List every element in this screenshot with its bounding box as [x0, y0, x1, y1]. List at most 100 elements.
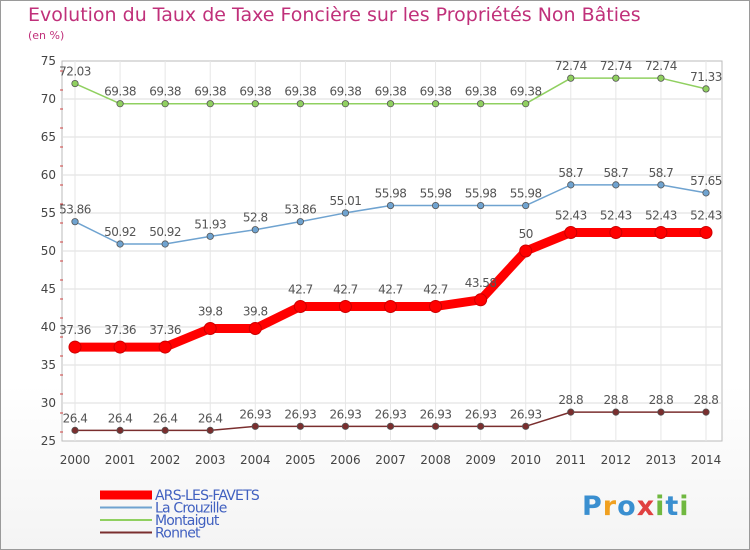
data-point [341, 422, 350, 430]
data-label: 28.8 [558, 393, 583, 407]
data-label: 58.7 [649, 166, 674, 180]
data-point [116, 100, 124, 108]
y-tick-label: 40 [41, 320, 56, 334]
y-tick-label: 50 [41, 244, 56, 258]
data-label: 28.8 [694, 393, 719, 407]
data-label: 26.93 [284, 407, 316, 421]
data-point [251, 100, 259, 108]
data-label: 72.74 [645, 59, 677, 73]
data-point [71, 79, 79, 88]
data-point [519, 244, 533, 258]
data-label: 57.65 [690, 174, 722, 188]
data-label: 55.98 [510, 187, 542, 201]
y-tick-label: 45 [41, 282, 56, 296]
data-label: 53.86 [59, 203, 91, 217]
data-point [702, 408, 710, 416]
x-tick-label: 2011 [556, 453, 587, 467]
data-label: 71.33 [690, 70, 722, 84]
data-label: 42.7 [333, 282, 358, 296]
data-point [429, 299, 443, 313]
data-label: 26.93 [465, 407, 497, 421]
x-tick-label: 2006 [330, 453, 361, 467]
x-tick-label: 2013 [646, 453, 677, 467]
data-point [206, 232, 214, 240]
data-point [68, 340, 82, 354]
data-label: 37.36 [104, 323, 136, 337]
data-point [386, 422, 395, 430]
x-tick-label: 2010 [510, 453, 541, 467]
data-point [522, 201, 530, 210]
data-point [161, 100, 169, 108]
data-point [296, 100, 304, 108]
data-point [431, 422, 440, 430]
data-label: 52.8 [243, 211, 268, 225]
data-point [657, 74, 665, 82]
data-label: 51.93 [194, 217, 226, 231]
data-point [657, 181, 665, 189]
x-tick-label: 2005 [285, 453, 316, 467]
data-point [251, 422, 259, 430]
legend-label: ARS-LES-FAVETS [155, 488, 260, 504]
data-point [477, 201, 485, 210]
data-point [341, 100, 350, 108]
y-tick-label: 65 [41, 130, 56, 144]
y-tick-label: 55 [41, 206, 56, 220]
x-tick-label: 2012 [601, 453, 632, 467]
data-point [522, 422, 530, 430]
x-tick-label: 2004 [240, 453, 271, 467]
x-tick-label: 2008 [420, 453, 451, 467]
data-label: 37.36 [59, 323, 91, 337]
data-label: 39.8 [243, 305, 268, 319]
data-label: 50.92 [104, 225, 136, 239]
data-point [654, 226, 668, 240]
data-point [477, 100, 485, 108]
x-tick-label: 2000 [60, 453, 91, 467]
data-label: 69.38 [420, 85, 452, 99]
data-point [609, 226, 623, 240]
y-tick-label: 60 [41, 168, 56, 182]
data-point [251, 226, 259, 234]
data-label: 69.38 [194, 85, 226, 99]
data-label: 39.8 [198, 305, 223, 319]
data-label: 26.4 [108, 411, 133, 425]
data-point [158, 340, 172, 354]
data-point [702, 85, 710, 93]
y-tick-label: 25 [41, 434, 56, 448]
data-label: 28.8 [603, 393, 628, 407]
x-tick-label: 2001 [105, 453, 136, 467]
data-point [116, 426, 124, 434]
data-point [203, 322, 217, 336]
data-label: 72.03 [59, 65, 91, 79]
data-label: 69.38 [375, 85, 407, 99]
data-label: 69.38 [465, 85, 497, 99]
logo-letter: x [636, 491, 656, 522]
data-label: 69.38 [510, 85, 542, 99]
logo-letter: i [655, 491, 666, 522]
data-label: 26.4 [198, 411, 223, 425]
data-point [702, 189, 710, 197]
data-label: 26.93 [239, 407, 271, 421]
data-point [206, 426, 214, 434]
x-tick-label: 2002 [150, 453, 181, 467]
data-point [386, 100, 395, 108]
data-point [161, 426, 169, 434]
data-label: 69.38 [104, 85, 136, 99]
data-label: 50 [519, 227, 533, 241]
data-point [477, 422, 485, 430]
legend-label: La Crouzille [155, 501, 227, 517]
data-label: 26.93 [510, 407, 542, 421]
data-label: 55.98 [375, 187, 407, 201]
logo-letter: t [665, 491, 680, 522]
data-label: 42.7 [378, 282, 403, 296]
chart-subtitle: (en %) [28, 29, 65, 42]
x-tick-label: 2009 [465, 453, 496, 467]
data-point [71, 426, 79, 434]
data-label: 26.93 [375, 407, 407, 421]
data-label: 52.43 [645, 209, 677, 223]
legend-label: Ronnet [155, 526, 201, 542]
logo-letter: r [602, 491, 618, 522]
data-point [293, 299, 307, 313]
logo-letter: i [679, 491, 690, 522]
data-label: 26.93 [329, 407, 361, 421]
data-point [116, 240, 124, 248]
